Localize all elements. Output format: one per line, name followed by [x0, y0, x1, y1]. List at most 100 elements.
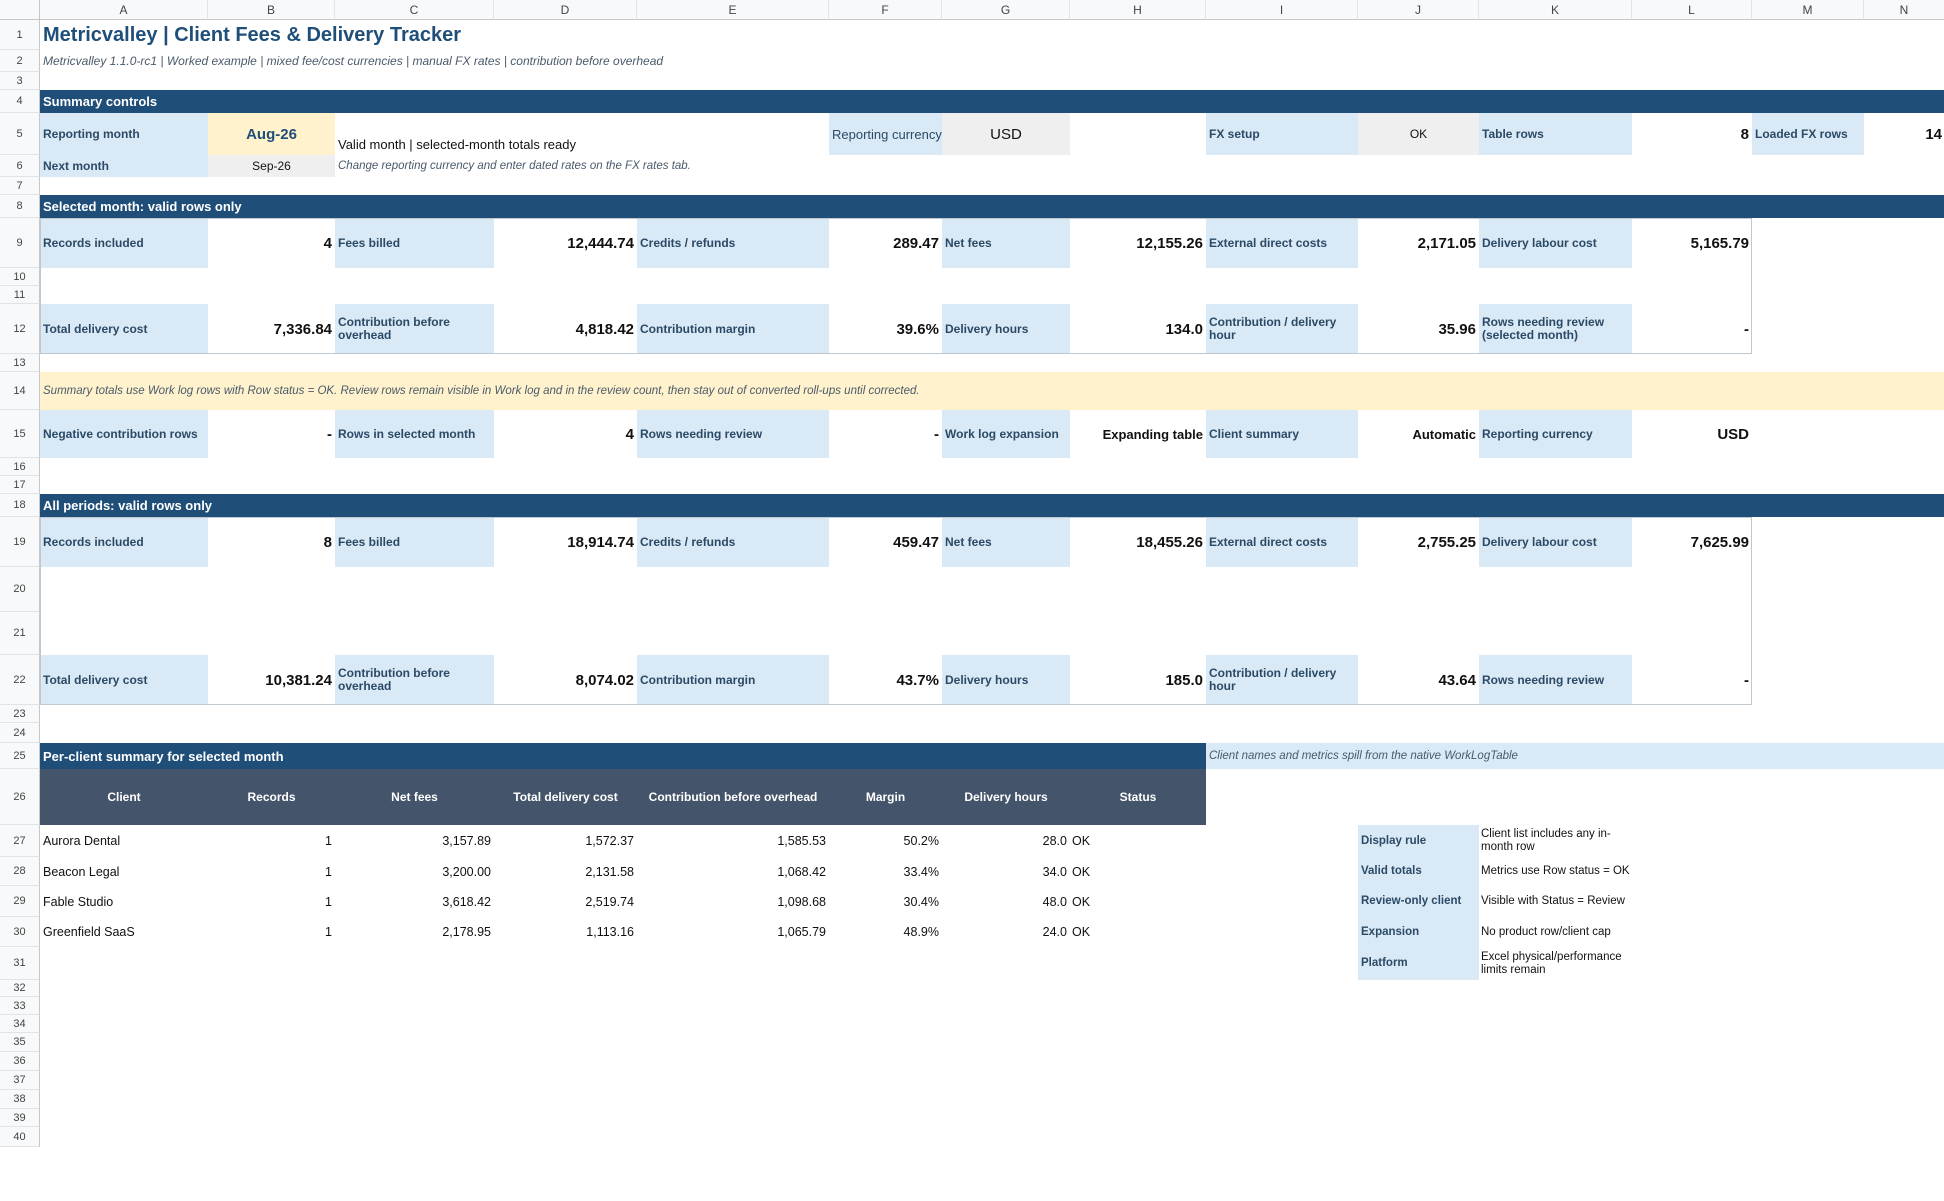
row-header-39[interactable]: 39 [0, 1109, 40, 1127]
row-header-36[interactable]: 36 [0, 1052, 40, 1071]
row-header-3[interactable]: 3 [0, 72, 40, 90]
row-header-16[interactable]: 16 [0, 458, 40, 476]
client-metric[interactable]: 3,200.00 [442, 864, 491, 879]
client-metric[interactable]: OK [1072, 864, 1091, 879]
column-header-a[interactable]: A [40, 0, 208, 20]
selected-labour-value[interactable]: 5,165.79 [1690, 234, 1749, 252]
selected-credits-value[interactable]: 289.47 [893, 234, 939, 252]
client-table-header-5[interactable]: Margin [829, 769, 942, 825]
all-hours-value[interactable]: 185.0 [1165, 671, 1203, 689]
selected-per-hour-value[interactable]: 35.96 [1438, 320, 1476, 338]
row-header-23[interactable]: 23 [0, 705, 40, 723]
client-name[interactable]: Greenfield SaaS [43, 925, 135, 939]
row-header-37[interactable]: 37 [0, 1071, 40, 1090]
client-metric[interactable]: 34.0 [1042, 864, 1067, 879]
next-month-value[interactable]: Sep-26 [208, 155, 335, 177]
row-header-28[interactable]: 28 [0, 857, 40, 886]
all-margin-value[interactable]: 43.7% [896, 671, 939, 689]
all-fees-value[interactable]: 18,914.74 [567, 533, 634, 551]
selected-fees-value[interactable]: 12,444.74 [567, 234, 634, 252]
row-header-8[interactable]: 8 [0, 195, 40, 218]
column-header-k[interactable]: K [1479, 0, 1632, 20]
client-table-header-7[interactable]: Status [1070, 769, 1206, 825]
fx-setup-status[interactable]: OK [1358, 113, 1479, 155]
client-metric[interactable]: 2,519.74 [585, 894, 634, 909]
client-table-header-4[interactable]: Contribution before overhead [637, 769, 829, 825]
row-header-7[interactable]: 7 [0, 177, 40, 195]
column-header-j[interactable]: J [1358, 0, 1479, 20]
rows-in-month-value[interactable]: 4 [625, 425, 634, 443]
row-header-34[interactable]: 34 [0, 1015, 40, 1033]
selected-total-cost-value[interactable]: 7,336.84 [273, 320, 332, 338]
worklog-expansion-value[interactable]: Expanding table [1102, 426, 1203, 442]
client-metric[interactable]: 33.4% [903, 864, 939, 879]
loaded-fx-rows-value[interactable]: 14 [1925, 125, 1942, 143]
client-metric[interactable]: 1,068.42 [777, 864, 826, 879]
row-header-32[interactable]: 32 [0, 980, 40, 997]
column-header-e[interactable]: E [637, 0, 829, 20]
column-header-i[interactable]: I [1206, 0, 1358, 20]
row-header-19[interactable]: 19 [0, 517, 40, 567]
row-header-12[interactable]: 12 [0, 304, 40, 354]
column-header-b[interactable]: B [208, 0, 335, 20]
client-metric[interactable]: 30.4% [903, 894, 939, 909]
row-header-22[interactable]: 22 [0, 655, 40, 705]
selected-contribution-value[interactable]: 4,818.42 [575, 320, 634, 338]
row-header-6[interactable]: 6 [0, 155, 40, 177]
column-header-d[interactable]: D [494, 0, 637, 20]
row-header-2[interactable]: 2 [0, 50, 40, 72]
client-metric[interactable]: 48.9% [903, 925, 939, 939]
row-header-17[interactable]: 17 [0, 476, 40, 494]
select-all-corner[interactable] [0, 0, 40, 20]
row-header-27[interactable]: 27 [0, 825, 40, 857]
client-table-header-2[interactable]: Net fees [335, 769, 494, 825]
row-header-11[interactable]: 11 [0, 286, 40, 304]
client-metric[interactable]: 1 [325, 864, 332, 879]
reporting-currency-input[interactable]: USD [942, 113, 1070, 155]
row-header-35[interactable]: 35 [0, 1033, 40, 1052]
client-metric[interactable]: OK [1072, 894, 1091, 909]
client-metric[interactable]: 1 [325, 925, 332, 939]
all-net-value[interactable]: 18,455.26 [1136, 533, 1203, 551]
selected-margin-value[interactable]: 39.6% [896, 320, 939, 338]
client-metric[interactable]: 2,131.58 [585, 864, 634, 879]
row-header-33[interactable]: 33 [0, 997, 40, 1015]
reporting-currency-check-value[interactable]: USD [1717, 425, 1749, 443]
negative-contribution-value[interactable]: - [327, 425, 332, 443]
client-metric[interactable]: 1,585.53 [777, 834, 826, 848]
row-header-20[interactable]: 20 [0, 567, 40, 612]
selected-hours-value[interactable]: 134.0 [1165, 320, 1203, 338]
client-metric[interactable]: 1,113.16 [586, 925, 634, 939]
all-per-hour-value[interactable]: 43.64 [1438, 671, 1476, 689]
row-header-30[interactable]: 30 [0, 917, 40, 947]
row-header-1[interactable]: 1 [0, 20, 40, 50]
all-records-value[interactable]: 8 [323, 533, 332, 551]
client-metric[interactable]: 1 [325, 894, 332, 909]
row-header-14[interactable]: 14 [0, 372, 40, 410]
client-summary-value[interactable]: Automatic [1412, 426, 1476, 442]
all-total-cost-value[interactable]: 10,381.24 [265, 671, 332, 689]
row-header-24[interactable]: 24 [0, 723, 40, 743]
client-metric[interactable]: 3,618.42 [442, 894, 491, 909]
row-header-40[interactable]: 40 [0, 1127, 40, 1147]
client-metric[interactable]: 1,098.68 [777, 894, 826, 909]
client-metric[interactable]: 1 [325, 834, 332, 848]
column-header-n[interactable]: N [1864, 0, 1944, 20]
client-metric[interactable]: 28.0 [1042, 834, 1067, 848]
client-table-header-0[interactable]: Client [40, 769, 208, 825]
all-review-value[interactable]: - [1744, 671, 1749, 689]
column-header-h[interactable]: H [1070, 0, 1206, 20]
client-metric[interactable]: 2,178.95 [442, 925, 491, 939]
client-metric[interactable]: 3,157.89 [442, 834, 491, 848]
row-header-5[interactable]: 5 [0, 113, 40, 155]
client-metric[interactable]: 1,572.37 [585, 834, 634, 848]
row-header-15[interactable]: 15 [0, 410, 40, 458]
column-header-m[interactable]: M [1752, 0, 1864, 20]
selected-ext-value[interactable]: 2,171.05 [1417, 234, 1476, 252]
row-header-29[interactable]: 29 [0, 886, 40, 917]
column-header-f[interactable]: F [829, 0, 942, 20]
all-credits-value[interactable]: 459.47 [893, 533, 939, 551]
reporting-month-input[interactable]: Aug-26 [208, 113, 335, 155]
column-header-g[interactable]: G [942, 0, 1070, 20]
row-header-21[interactable]: 21 [0, 612, 40, 655]
